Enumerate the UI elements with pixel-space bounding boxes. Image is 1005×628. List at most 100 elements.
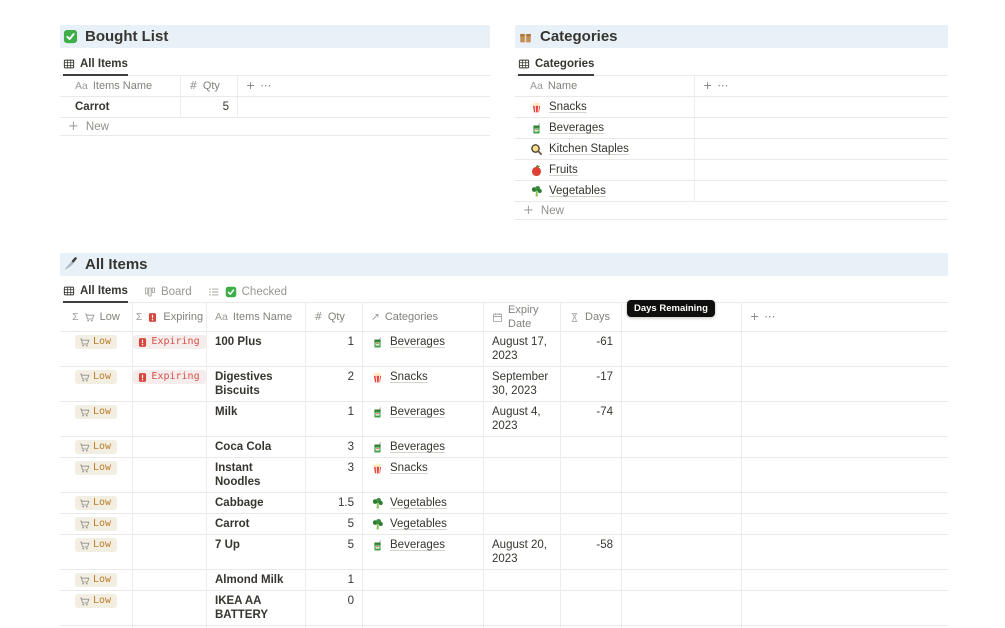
categories-cell[interactable]: Beverages [363,535,484,570]
add-property-button[interactable]: + [246,79,256,92]
category-name-cell[interactable]: Snacks [515,97,695,118]
expiry-date-cell[interactable] [484,591,561,626]
empty-cell[interactable] [622,493,742,514]
low-cell[interactable]: Low [60,367,133,402]
qty-cell[interactable]: 0 [306,591,363,626]
column-header-name[interactable]: Aa Name [515,76,695,97]
items-name-cell[interactable]: Almond Milk [207,570,306,591]
qty-cell[interactable]: 5 [306,514,363,535]
category-page-link[interactable]: Vegetables [530,184,606,198]
category-page-link[interactable]: Beverages [371,538,445,552]
days-remaining-cell[interactable] [561,514,622,535]
add-property-button[interactable]: + [750,310,760,323]
expiring-cell[interactable] [133,591,207,626]
days-remaining-cell[interactable] [561,570,622,591]
qty-cell[interactable]: 1 [306,332,363,367]
low-cell[interactable] [60,626,133,628]
expiry-date-cell[interactable]: August 4, 2023 [484,402,561,437]
expiry-date-cell[interactable] [484,493,561,514]
empty-cell[interactable] [695,97,948,118]
expiring-cell[interactable] [133,402,207,437]
expiring-cell[interactable] [133,535,207,570]
column-header-qty[interactable]: # Qty [306,303,363,332]
days-remaining-cell[interactable]: -78 [561,626,622,628]
items-name-cell[interactable]: IKEA AA BATTERY [207,591,306,626]
expiring-cell[interactable]: Expiring [133,332,207,367]
empty-cell[interactable] [622,402,742,437]
expiry-date-cell[interactable]: July 31, 2023 [484,626,561,628]
qty-cell[interactable]: 3 [306,626,363,628]
categories-cell[interactable] [363,591,484,626]
column-header-expiry-date[interactable]: Expiry Date [484,303,561,332]
empty-cell[interactable] [742,437,948,458]
empty-cell[interactable] [622,458,742,493]
empty-cell[interactable] [622,332,742,367]
tab-categories[interactable]: Categories [518,58,595,76]
empty-cell[interactable] [622,626,742,628]
low-cell[interactable]: Low [60,332,133,367]
empty-cell[interactable] [742,458,948,493]
more-options-button[interactable]: ⋯ [717,79,729,92]
empty-cell[interactable] [742,591,948,626]
expiry-date-cell[interactable]: August 17, 2023 [484,332,561,367]
category-page-link[interactable]: Snacks [530,100,587,114]
tab-board-view[interactable]: Board [144,286,192,302]
low-cell[interactable]: Low [60,570,133,591]
categories-cell[interactable]: Beverages [363,332,484,367]
empty-cell[interactable] [742,514,948,535]
empty-cell[interactable] [742,535,948,570]
tab-all-items-view[interactable]: All Items [63,285,128,303]
low-cell[interactable]: Low [60,535,133,570]
empty-cell[interactable] [742,402,948,437]
items-name-cell[interactable]: 7 Up [207,535,306,570]
column-header-qty[interactable]: # Qty [181,76,238,97]
qty-cell[interactable]: 1 [306,402,363,437]
category-name-cell[interactable]: Vegetables [515,181,695,202]
empty-cell[interactable] [742,570,948,591]
low-cell[interactable]: Low [60,493,133,514]
column-header-categories[interactable]: ↗ Categories [363,303,484,332]
empty-cell[interactable] [622,535,742,570]
empty-cell[interactable] [695,139,948,160]
empty-cell[interactable] [622,514,742,535]
expiry-date-cell[interactable]: August 20, 2023 [484,535,561,570]
categories-cell[interactable]: Vegetables [363,493,484,514]
categories-cell[interactable]: Beverages [363,437,484,458]
empty-cell[interactable] [238,97,490,118]
category-page-link[interactable]: Beverages [371,405,445,419]
column-header-days-remaining[interactable]: Days R... [561,303,622,332]
items-name-cell[interactable]: Cabbage [207,493,306,514]
items-name-cell[interactable]: Carrot [207,514,306,535]
low-cell[interactable]: Low [60,591,133,626]
low-cell[interactable]: Low [60,437,133,458]
more-options-button[interactable]: ⋯ [260,79,272,92]
qty-cell[interactable]: 3 [306,458,363,493]
empty-cell[interactable] [742,367,948,402]
add-property-button[interactable]: + [703,79,713,92]
category-page-link[interactable]: Snacks [371,370,428,384]
column-header-expiring[interactable]: Σ Expiring [133,303,207,332]
empty-cell[interactable] [695,160,948,181]
expiring-cell[interactable] [133,570,207,591]
category-page-link[interactable]: Kitchen Staples [530,142,629,156]
empty-cell[interactable] [695,118,948,139]
category-name-cell[interactable]: Fruits [515,160,695,181]
items-name-cell[interactable]: Carrot [60,97,181,118]
bought-list-title[interactable]: Bought List [85,28,169,45]
category-page-link[interactable]: Vegetables [371,496,447,510]
days-remaining-cell[interactable] [561,437,622,458]
expiring-cell[interactable] [133,437,207,458]
items-name-cell[interactable]: Milk [207,402,306,437]
category-name-cell[interactable]: Beverages [515,118,695,139]
empty-cell[interactable] [695,181,948,202]
expiry-date-cell[interactable] [484,458,561,493]
items-name-cell[interactable]: Instant Noodles [207,458,306,493]
qty-cell[interactable]: 5 [181,97,238,118]
category-page-link[interactable]: Beverages [530,121,604,135]
expiring-cell[interactable] [133,493,207,514]
category-page-link[interactable]: Beverages [371,335,445,349]
low-cell[interactable]: Low [60,458,133,493]
days-remaining-cell[interactable] [561,591,622,626]
qty-cell[interactable]: 1 [306,570,363,591]
categories-cell[interactable]: Vegetables [363,514,484,535]
